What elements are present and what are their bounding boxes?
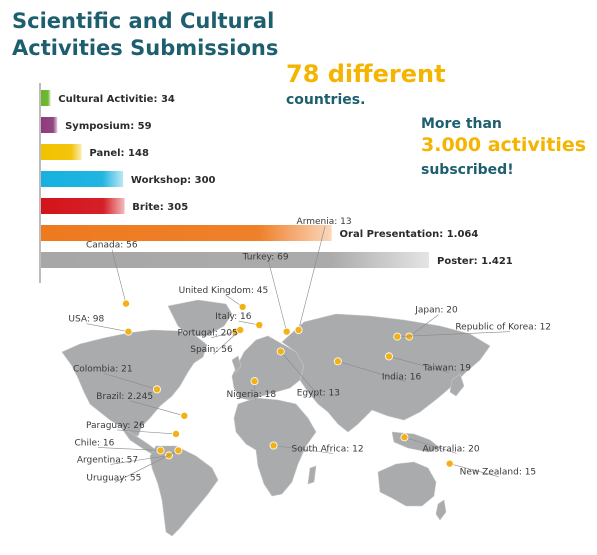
map-label-new-zealand: New Zealand: 15 — [460, 468, 537, 478]
map-label-paraguay: Paraguay: 26 — [86, 421, 145, 431]
activities-value: 3.000 activities — [421, 134, 587, 156]
leader-taiwan — [388, 356, 450, 373]
map-label-south-africa: South Africa: 12 — [292, 445, 364, 455]
marker-australia — [400, 433, 409, 442]
countries-label: countries. — [286, 92, 366, 108]
more-than-label: More than — [421, 116, 502, 132]
bar-shine-workshop — [41, 171, 123, 187]
bar-label-oral-presentation: Oral Presentation: 1.064 — [340, 229, 479, 240]
marker-turkey — [282, 327, 291, 336]
marker-japan — [405, 332, 414, 341]
map-label-chile: Chile: 16 — [75, 438, 115, 448]
leader-canada — [111, 249, 127, 304]
marker-taiwan — [384, 352, 393, 361]
madagascar-shape — [307, 465, 317, 485]
leader-argentina — [110, 455, 169, 465]
map-label-uruguay: Uruguay: 55 — [86, 473, 141, 483]
map-label-republic-of-korea: Republic of Korea: 12 — [455, 323, 551, 333]
map-label-colombia: Colombia: 21 — [73, 364, 133, 374]
map-label-spain: Spain: 56 — [190, 345, 233, 355]
marker-brazil — [180, 411, 189, 420]
map-label-taiwan: Taiwan: 19 — [422, 363, 471, 373]
map-label-australia: Australia: 20 — [422, 444, 479, 454]
marker-spain — [236, 325, 245, 334]
map-label-egypt: Egypt: 13 — [297, 388, 340, 398]
leader-colombia — [104, 373, 158, 390]
map-label-armenia: Armenia: 13 — [297, 217, 352, 227]
leader-india — [337, 361, 406, 382]
new-zealand-shape — [435, 499, 447, 521]
map-label-japan: Japan: 20 — [414, 306, 458, 316]
leader-portugal — [211, 331, 236, 338]
map-label-italy: Italy: 16 — [215, 312, 251, 322]
bar-shine-oral-presentation — [41, 225, 332, 241]
leader-japan — [409, 314, 439, 337]
leader-turkey — [268, 261, 287, 332]
map-label-canada: Canada: 56 — [86, 241, 138, 251]
leader-south-africa — [273, 445, 334, 454]
marker-armenia — [294, 325, 303, 334]
marker-nigeria — [250, 377, 259, 386]
map-label-united-kingdom: United Kingdom: 45 — [179, 286, 269, 296]
title-line-2: Activities Submissions — [12, 36, 279, 60]
bar-shine-brite — [41, 198, 125, 214]
leader-new-zealand — [449, 463, 499, 477]
leader-republic-of-korea — [397, 331, 510, 337]
bar-label-brite: Brite: 305 — [132, 202, 188, 213]
map-label-india: India: 16 — [382, 372, 422, 382]
marker-new-zealand — [445, 459, 454, 468]
marker-paraguay — [171, 429, 180, 438]
leader-brazil — [130, 400, 185, 417]
bar-shine-poster — [41, 252, 429, 268]
map-label-usa: USA: 98 — [68, 315, 104, 325]
bar-label-workshop: Workshop: 300 — [131, 175, 216, 186]
uk-shape — [231, 355, 242, 373]
greenland-shape — [167, 299, 233, 337]
leader-uruguay — [114, 450, 179, 483]
north-america-shape — [61, 329, 208, 437]
marker-south-africa — [269, 441, 278, 450]
marker-canada — [122, 299, 131, 308]
marker-india — [333, 357, 342, 366]
bar-shine-panel — [41, 144, 82, 160]
leader-armenia — [298, 225, 326, 331]
continents — [61, 299, 491, 537]
countries-value: 78 different — [286, 60, 446, 88]
title-line-1: Scientific and Cultural — [12, 9, 275, 33]
marker-united-kingdom — [238, 302, 247, 311]
marker-italy — [255, 321, 264, 330]
marker-uruguay — [174, 446, 183, 455]
leader-spain — [213, 329, 241, 355]
leader-usa — [86, 323, 129, 332]
south-america-shape — [149, 445, 219, 537]
australia-shape — [377, 461, 437, 507]
marker-usa — [124, 327, 133, 336]
marker-chile — [156, 446, 165, 455]
bar-label-cultural-activitie: Cultural Activitie: 34 — [58, 94, 175, 105]
marker-republic-of-korea — [393, 332, 402, 341]
map-label-nigeria: Nigeria: 18 — [227, 390, 277, 400]
map-label-brazil: Brazil: 2.245 — [96, 392, 153, 402]
bar-shine-symposium — [41, 117, 58, 133]
leader-paraguay — [117, 429, 177, 435]
marker-egypt — [276, 347, 285, 356]
japan-shape — [449, 373, 465, 397]
subscribed-label: subscribed! — [421, 162, 514, 178]
bar-shine-cultural-activitie — [41, 90, 51, 106]
submissions-bar-chart: Cultural Activitie: 34 Symposium: 59 Panel… — [39, 83, 513, 283]
bar-label-poster: Poster: 1.421 — [437, 256, 513, 267]
leader-egypt — [280, 351, 321, 398]
map-label-portugal: Portugal: 205 — [177, 329, 237, 339]
page-title: Scientific and Cultural Activities Submi… — [12, 8, 312, 62]
leader-australia — [404, 436, 457, 454]
map-label-argentina: Argentina: 57 — [77, 455, 138, 465]
bar-label-symposium: Symposium: 59 — [65, 121, 152, 132]
bar-label-panel: Panel: 148 — [89, 148, 149, 159]
asia-shape — [281, 313, 491, 433]
marker-colombia — [152, 385, 161, 394]
leader-chile — [97, 447, 161, 451]
map-label-turkey: Turkey: 69 — [242, 253, 289, 263]
